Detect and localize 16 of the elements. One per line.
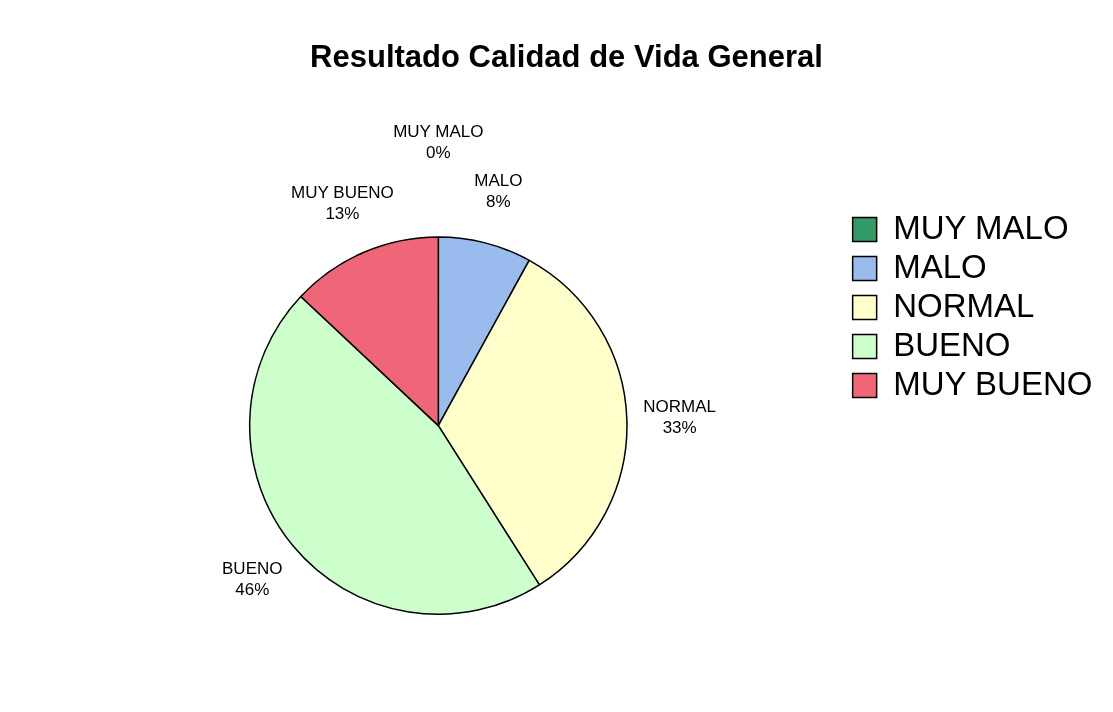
data-label: 13% <box>325 204 360 224</box>
legend-label: NORMAL <box>893 286 1035 324</box>
data-label: 46% <box>235 579 270 599</box>
legend-label: MALO <box>893 247 987 285</box>
category-label: MUY MALO <box>393 121 484 141</box>
text: 0% <box>426 142 451 162</box>
slice-label: MUY BUENO <box>291 183 394 203</box>
slice-label: NORMAL <box>643 397 717 417</box>
data-label: 33% <box>662 418 697 438</box>
legend-label: MUY MALO <box>893 208 1069 246</box>
slice-label: BUENO <box>222 558 283 578</box>
legend-label: MUY BUENO <box>893 364 1093 402</box>
chart-title: Resultado Calidad de Vida General <box>310 39 823 75</box>
data-label: 8% <box>486 191 511 211</box>
slice-label: MALO <box>474 170 523 190</box>
legend-label: BUENO <box>893 325 1011 363</box>
